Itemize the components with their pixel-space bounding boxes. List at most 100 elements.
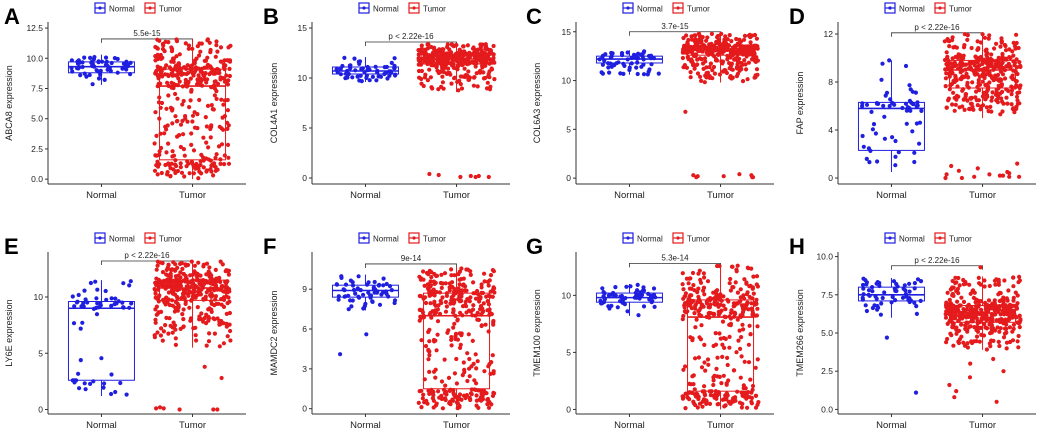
data-point <box>747 294 752 300</box>
data-point <box>999 36 1004 41</box>
data-point <box>975 166 980 171</box>
data-point <box>155 159 160 164</box>
data-point <box>751 274 756 279</box>
data-point <box>1011 284 1016 289</box>
data-point <box>1004 346 1009 351</box>
data-point <box>1015 339 1020 344</box>
data-point <box>362 304 367 309</box>
data-point <box>479 282 484 287</box>
data-point <box>191 73 196 78</box>
data-point <box>708 61 714 66</box>
data-point <box>455 318 460 323</box>
data-point <box>171 56 176 61</box>
data-point <box>459 266 464 271</box>
data-point <box>749 301 754 306</box>
data-point <box>954 45 960 50</box>
data-point <box>1014 32 1019 37</box>
data-point <box>160 46 166 52</box>
data-point <box>492 77 497 82</box>
data-point <box>983 325 989 330</box>
data-point <box>225 108 230 113</box>
data-point <box>212 79 217 84</box>
data-point <box>163 39 168 44</box>
data-point <box>972 174 977 179</box>
data-point <box>421 392 426 397</box>
data-point <box>741 327 746 332</box>
data-point <box>204 124 209 129</box>
panel-label: C <box>526 4 542 29</box>
data-point <box>1014 304 1019 309</box>
y-axis-label: COL4A1 expression <box>269 63 279 144</box>
data-point <box>887 58 892 63</box>
data-point <box>621 71 626 76</box>
legend: Normal Tumor <box>94 232 182 244</box>
data-point <box>975 72 980 77</box>
data-point <box>969 45 974 51</box>
data-point <box>985 94 990 99</box>
box-tumor <box>680 263 761 411</box>
data-point <box>992 46 997 51</box>
data-point <box>164 272 169 277</box>
data-point <box>686 281 691 286</box>
data-point <box>227 66 232 71</box>
panel-b: B Normal Tumor COL4A1 expression 0 5 10 15 Norma… <box>263 2 510 201</box>
data-point <box>177 407 182 412</box>
data-point <box>104 297 109 302</box>
data-point <box>171 260 176 265</box>
data-point <box>196 260 201 265</box>
data-point <box>683 291 689 296</box>
data-point <box>468 295 473 300</box>
data-point <box>700 399 705 404</box>
data-point <box>1011 322 1017 327</box>
data-point <box>439 396 444 401</box>
data-point <box>864 282 869 287</box>
data-point <box>953 76 958 82</box>
data-point <box>165 123 170 128</box>
data-point <box>485 299 490 304</box>
data-point <box>688 75 693 80</box>
data-point <box>155 37 160 42</box>
data-point <box>711 312 717 317</box>
data-point <box>751 55 756 60</box>
data-point <box>443 383 448 388</box>
data-point <box>893 163 898 168</box>
data-point <box>152 286 157 292</box>
data-point <box>963 62 969 67</box>
data-point <box>92 55 97 60</box>
data-point <box>182 153 187 158</box>
data-point <box>425 46 430 51</box>
data-point <box>95 287 100 292</box>
data-point <box>1001 318 1006 323</box>
data-point <box>479 285 484 290</box>
data-point <box>739 405 745 410</box>
data-point <box>457 331 462 336</box>
data-point <box>913 390 919 395</box>
data-point <box>466 77 472 82</box>
box-tumor <box>152 37 233 181</box>
data-point <box>224 281 229 286</box>
data-point <box>983 82 988 88</box>
data-point <box>696 394 701 399</box>
data-point <box>191 326 196 331</box>
data-point <box>712 301 717 307</box>
data-point <box>160 338 165 343</box>
data-point <box>209 124 214 129</box>
data-point <box>748 40 753 45</box>
data-point <box>102 77 107 82</box>
data-point <box>693 356 698 361</box>
data-point <box>1008 64 1013 69</box>
data-point <box>166 331 171 336</box>
data-point <box>738 287 743 292</box>
data-point <box>487 75 492 80</box>
legend-tumor-key-dot <box>938 236 942 240</box>
data-point <box>212 303 217 308</box>
data-point <box>482 369 487 374</box>
y-tick-label: 3 <box>302 364 307 374</box>
data-point <box>956 339 961 344</box>
data-point <box>214 39 219 44</box>
data-point <box>1009 92 1014 97</box>
data-point <box>944 105 949 110</box>
data-point <box>685 391 690 396</box>
legend-normal-label: Normal <box>899 235 925 244</box>
data-point <box>737 328 742 333</box>
